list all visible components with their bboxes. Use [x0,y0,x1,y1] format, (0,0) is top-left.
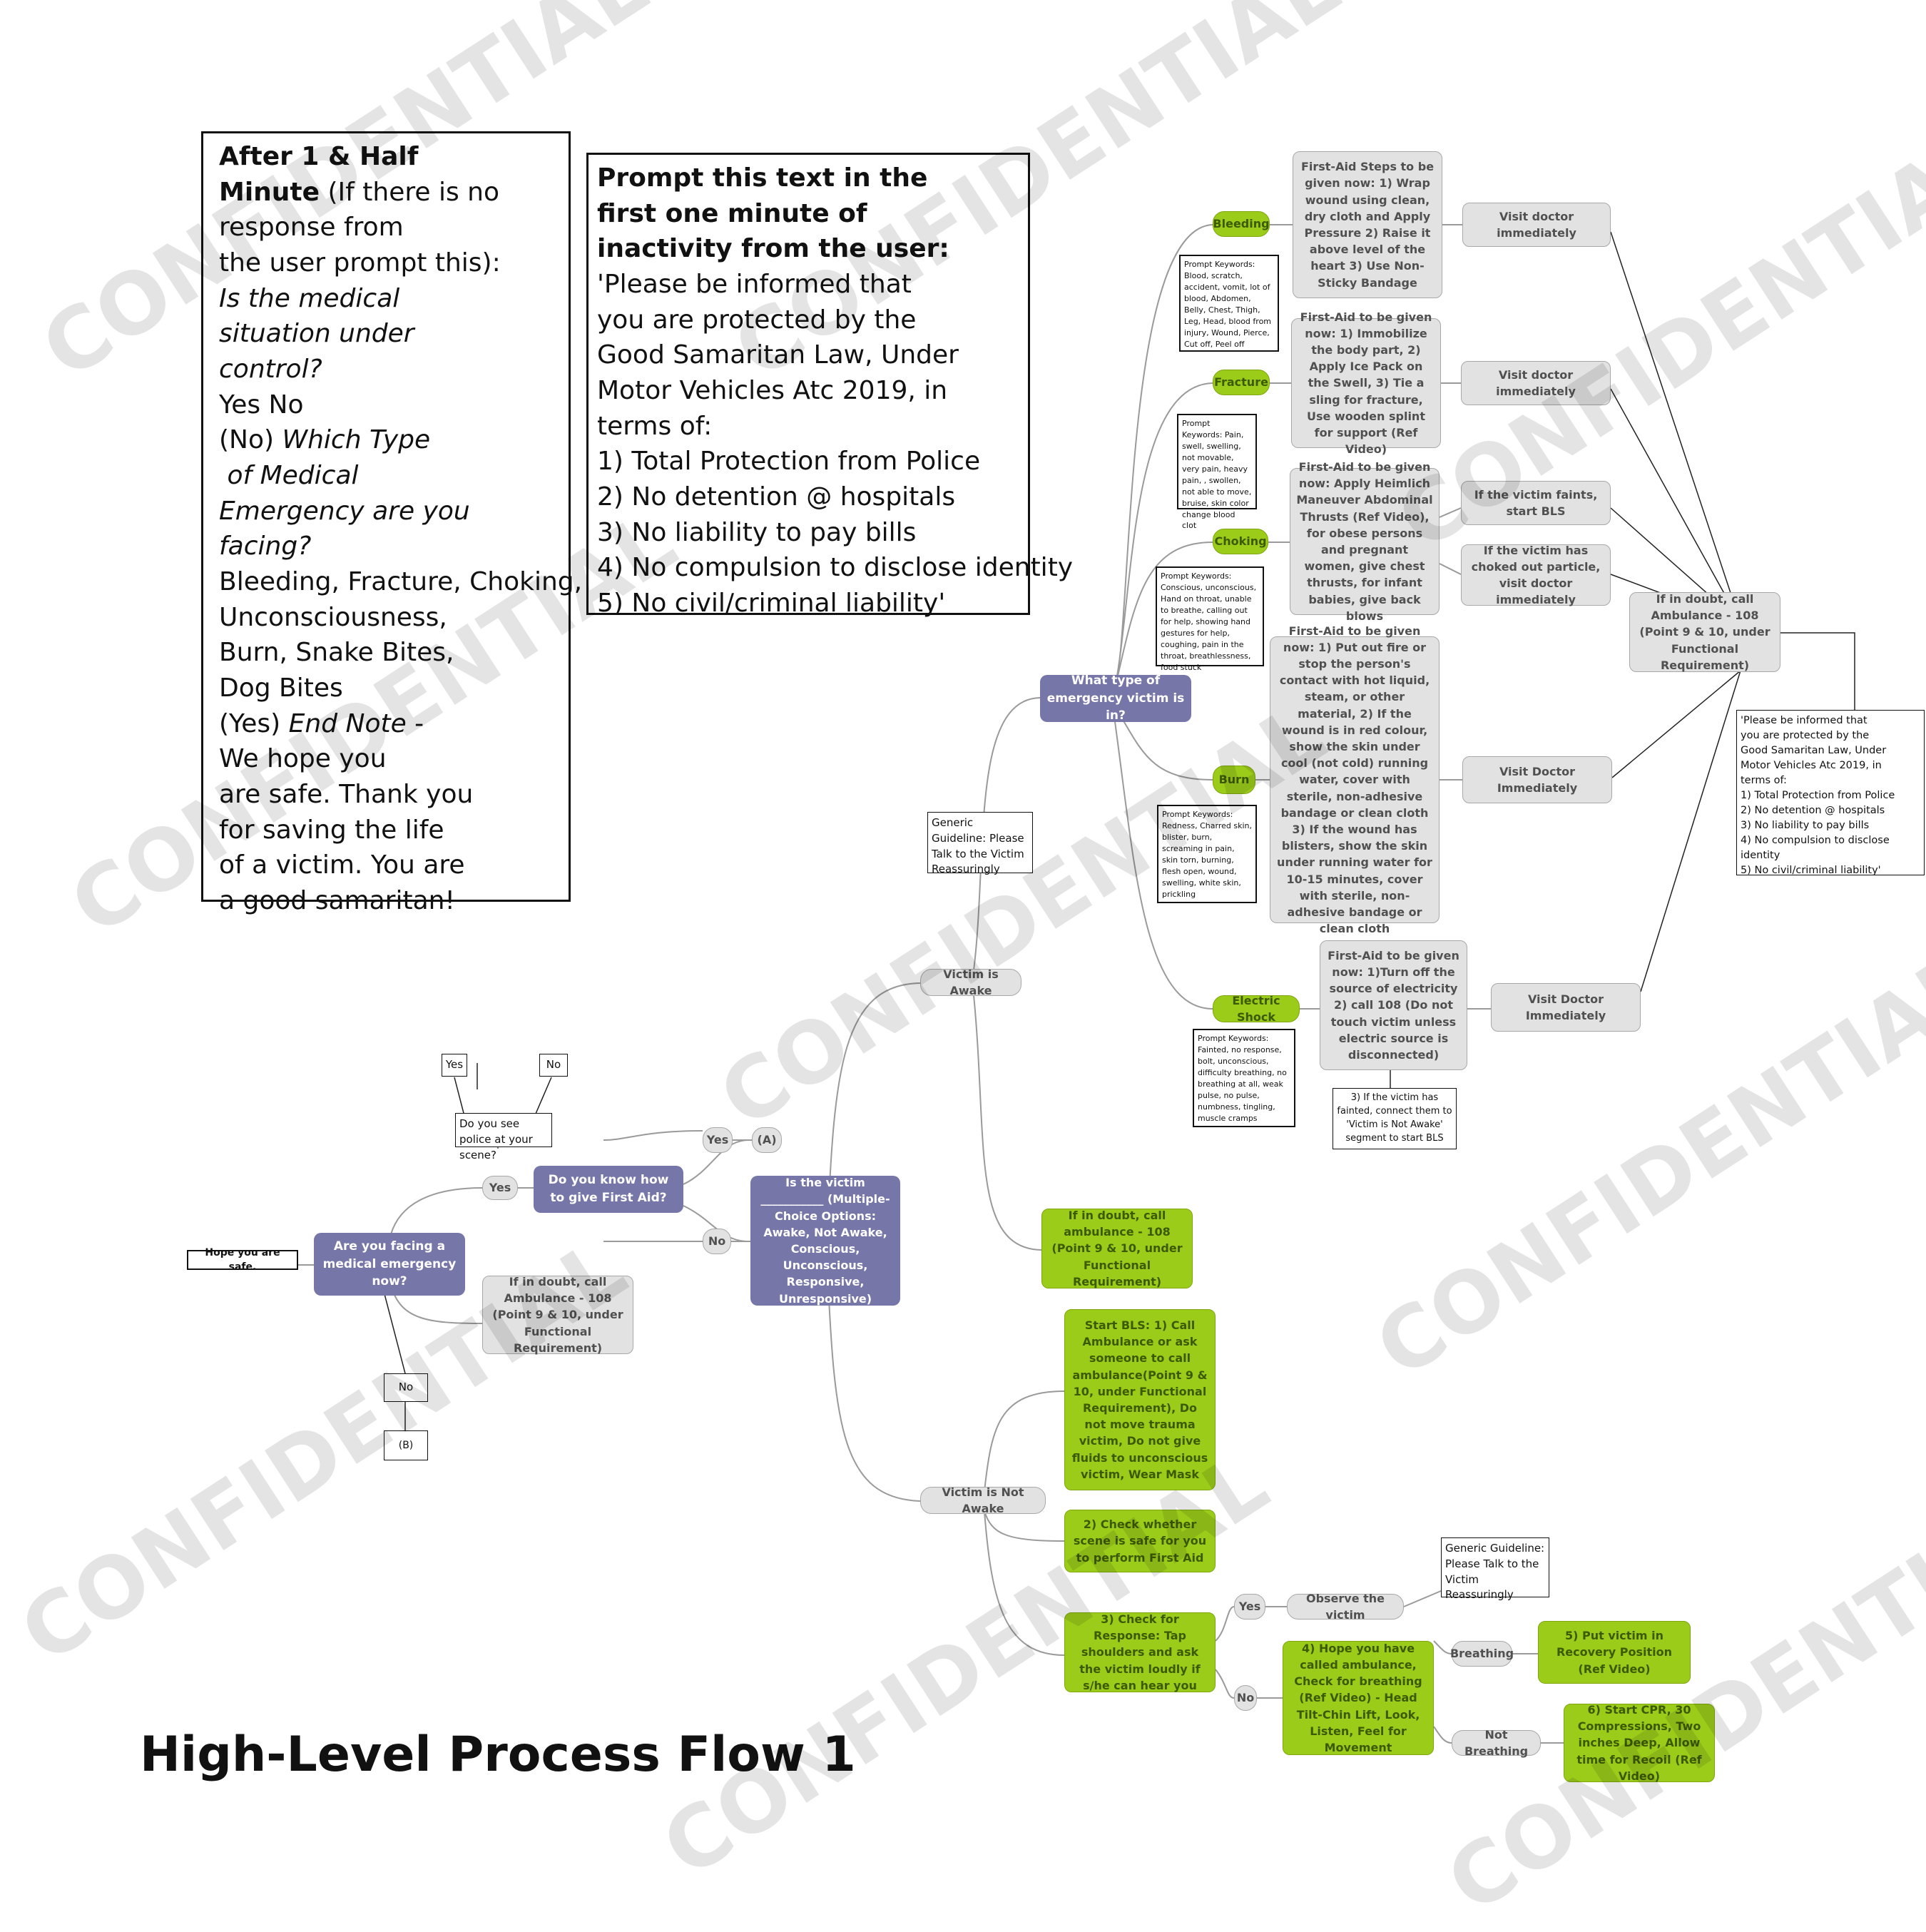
doubt-call-ambulance-right: If in doubt, call Ambulance - 108 (Point… [1629,592,1780,672]
text-line: first one minute of [597,198,867,228]
victim-awake-option[interactable]: Victim is Awake [920,967,1021,997]
bleeding-steps: First-Aid Steps to be given now: 1) Wrap… [1293,151,1442,298]
burn-steps: First-Aid to be given now: 1) Put out fi… [1270,624,1440,935]
fracture-keywords: Prompt Keywords: Pain, swell, swelling, … [1177,414,1257,530]
facing-emergency-question[interactable]: Are you facing a medical emergency now? [314,1233,465,1296]
inactivity-prompt-box: Prompt this text in the first one minute… [586,153,1074,618]
text-line: We hope you [219,744,387,774]
text-line: Good Samaritan Law, Under [597,340,959,370]
text-line: - [406,708,424,738]
bleeding-option[interactable]: Bleeding [1213,211,1270,237]
what-type-emergency-question[interactable]: What type of emergency victim is in? [1040,673,1191,723]
police-yes-note: Yes [442,1054,467,1077]
text-line: (If there is no [320,177,499,207]
text-line: End Note [288,708,407,738]
text-line: Which Type [282,425,431,455]
path-b-note: (B) [384,1430,428,1460]
page-title: High-Level Process Flow 1 [140,1727,856,1783]
text-line: terms of: [597,411,713,441]
text-line: of Medical [219,461,359,491]
yes-option[interactable]: Yes [703,1127,733,1153]
text-line: Bleeding, Fracture, Choking, [219,567,583,597]
text-line: situation under [219,319,414,349]
fracture-option[interactable]: Fracture [1213,370,1270,395]
text-line: Yes No [219,390,304,420]
inactivity-followup-box: After 1 & Half Minute (If there is no re… [201,131,583,915]
text-line: a good samaritan! [219,886,455,916]
choking-keywords: Prompt Keywords: Conscious, unconscious,… [1156,566,1264,672]
text-line: Is the medical [219,283,400,313]
doubt-call-ambulance-left: If in doubt, call Ambulance - 108 (Point… [482,1275,633,1355]
fracture-steps: First-Aid to be given now: 1) Immobilize… [1291,310,1441,456]
text-line: Burn, Snake Bites, [219,638,454,668]
text-line: Dog Bites [219,673,343,703]
good-samaritan-law-note: 'Please be informed that you are protect… [1736,710,1925,876]
observe-victim: Observe the victim [1287,1592,1404,1622]
check-breathing-step: 4) Hope you have called ambulance, Check… [1283,1641,1434,1755]
hope-safe-note: Hope you are safe. [187,1247,298,1273]
police-no-note: No [539,1054,568,1077]
police-question-note: Do you see police at your scene? [455,1113,552,1161]
text-line: you are protected by the [597,305,917,335]
choking-particle-visit-doctor: If the victim has choked out particle, v… [1461,544,1611,606]
text-line: 3) No liability to pay bills [597,517,917,547]
check-response-step: 3) Check for Response: Tap shoulders and… [1064,1612,1216,1692]
electric-shock-fainted-note: 3) If the victim has fainted, connect th… [1333,1088,1457,1149]
text-line: Prompt this text in the [597,163,928,193]
no-option[interactable]: No [703,1229,731,1254]
text-line: of a victim. You are [219,850,465,880]
text-line: Unconsciousness, [219,602,447,632]
text-line: the user prompt this): [219,248,501,278]
text-line: After 1 & Half [219,142,419,171]
burn-keywords: Prompt Keywords: Redness, Charred skin, … [1157,805,1257,903]
burn-visit-doctor: Visit Doctor Immediately [1462,756,1612,803]
check-scene-step: 2) Check whether scene is safe for you t… [1064,1510,1216,1572]
text-line: (No) [219,425,282,455]
fracture-visit-doctor: Visit doctor immediately [1461,361,1611,405]
text-line: control? [219,355,322,385]
text-line: facing? [219,532,312,561]
no-note: No [384,1373,428,1402]
choking-faints-start-bls: If the victim faints, start BLS [1461,481,1611,525]
electric-shock-steps: First-Aid to be given now: 1)Turn off th… [1320,940,1467,1070]
is-victim-question[interactable]: Is the victim ___________ (Multiple-Choi… [750,1176,900,1306]
yes-option[interactable]: Yes [482,1176,518,1200]
text-line: 'Please be informed that [597,270,912,300]
breathing-option[interactable]: Breathing [1450,1641,1514,1667]
electric-shock-keywords: Prompt Keywords: Fainted, no response, b… [1193,1029,1295,1127]
text-line: (Yes) [219,708,289,738]
start-cpr-step: 6) Start CPR, 30 Compressions, Two inche… [1564,1703,1715,1783]
text-line: 2) No detention @ hospitals [597,482,956,512]
text-line: 4) No compulsion to disclose identity [597,553,1074,583]
electric-shock-option[interactable]: Electric Shock [1213,994,1300,1024]
doubt-call-ambulance-mid: If in doubt, call ambulance - 108 (Point… [1041,1209,1193,1288]
burn-option[interactable]: Burn [1213,766,1255,794]
text-line: inactivity from the user: [597,234,949,264]
text-line: response from [219,213,404,243]
generic-guideline-note-2: Generic Guideline: Please Talk to the Vi… [1441,1537,1549,1601]
electric-shock-visit-doctor: Visit Doctor Immediately [1491,983,1641,1032]
text-line: Motor Vehicles Atc 2019, in [597,376,948,406]
choking-option[interactable]: Choking [1213,529,1268,554]
text-line: are safe. Thank you [219,780,474,810]
generic-guideline-note: Generic Guideline: Please Talk to the Vi… [927,812,1033,875]
victim-not-awake-option[interactable]: Victim is Not Awake [920,1485,1046,1515]
not-breathing-option[interactable]: Not Breathing [1452,1728,1541,1758]
text-line: 5) No civil/criminal liability' [597,589,946,619]
know-first-aid-question[interactable]: Do you know how to give First Aid? [534,1166,683,1213]
response-yes-option[interactable]: Yes [1234,1594,1265,1620]
response-no-option[interactable]: No [1234,1685,1257,1711]
text-line: Minute [219,177,320,207]
path-a-label[interactable]: (A) [752,1127,782,1153]
bleeding-keywords: Prompt Keywords: Blood, scratch, acciden… [1179,255,1279,352]
recovery-position-step: 5) Put victim in Recovery Position (Ref … [1538,1621,1691,1684]
text-line: Emergency are you [219,496,470,526]
bleeding-visit-doctor: Visit doctor immediately [1462,203,1611,247]
start-bls-step: Start BLS: 1) Call Ambulance or ask some… [1064,1309,1216,1490]
text-line: 1) Total Protection from Police [597,447,981,477]
choking-steps: First-Aid to be given now: Apply Heimlic… [1290,460,1440,623]
text-line: for saving the life [219,815,444,845]
